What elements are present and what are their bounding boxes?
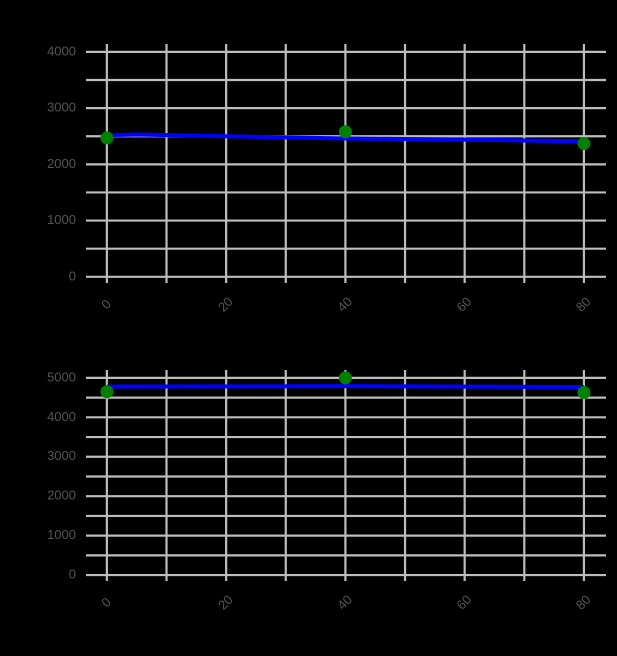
x-tick-label: 40: [334, 294, 355, 315]
y-tick-label: 5000: [47, 369, 76, 384]
y-tick-label: 1000: [47, 212, 76, 227]
point: [577, 385, 591, 399]
x-tick-label: 60: [453, 294, 474, 315]
y-tick-label: 1000: [47, 527, 76, 542]
y-tick-label: 4000: [47, 409, 76, 424]
y-tick-label: 3000: [47, 100, 76, 115]
x-tick-label: 0: [98, 296, 114, 312]
x-tick-label: 20: [215, 592, 236, 613]
y-tick-label: 4000: [47, 43, 76, 58]
y-tick-label: 2000: [47, 488, 76, 503]
y-tick-label: 3000: [47, 448, 76, 463]
trend-line: [106, 384, 584, 389]
point: [100, 131, 114, 145]
point: [577, 137, 591, 151]
x-tick-label: 0: [98, 594, 114, 610]
y-tick-label: 0: [69, 268, 76, 283]
x-tick-label: 40: [334, 592, 355, 613]
point: [100, 385, 114, 399]
x-tick-label: 80: [573, 294, 594, 315]
trend-line: [106, 132, 584, 144]
x-tick-label: 80: [573, 592, 594, 613]
point: [338, 125, 352, 139]
x-tick-label: 60: [453, 592, 474, 613]
y-tick-label: 2000: [47, 156, 76, 171]
point: [338, 371, 352, 385]
x-tick-label: 20: [215, 294, 236, 315]
y-tick-label: 0: [69, 567, 76, 582]
